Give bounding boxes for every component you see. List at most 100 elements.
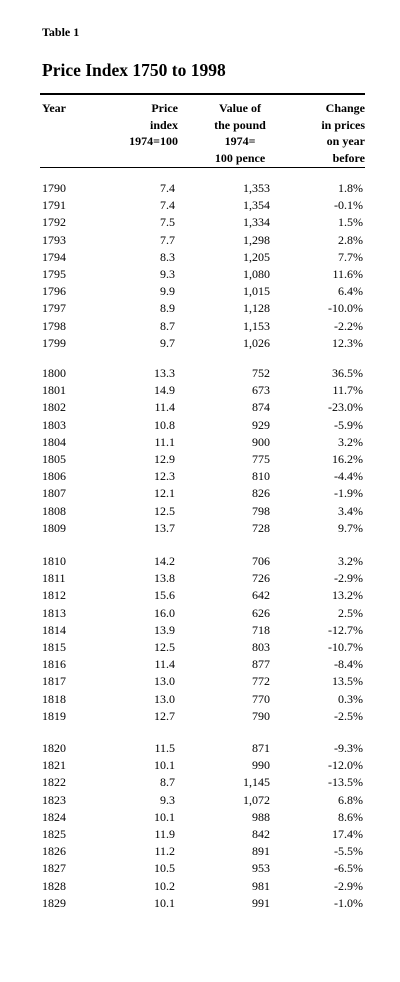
price-index-cell: 7.5 [160,215,175,230]
year-cell: 1790 [42,181,66,195]
price-change-cell: -9.3% [334,741,363,755]
price-index-cell: 13.3 [154,366,175,380]
price-index-cell: 8.9 [160,301,175,316]
pound-value-cell: 626 [252,605,270,620]
table-row: 1801 14.9 673 11.7% [0,382,400,399]
price-change-cell: 7.7% [338,249,363,264]
price-change-cell: 17.4% [332,826,363,841]
table-row: 1825 11.9 842 17.4% [0,826,400,843]
table-row: 1828 10.2 981 -2.9% [0,878,400,895]
column-header-year-line: Year [42,101,66,115]
pound-value-cell: 798 [252,503,270,518]
year-cell: 1818 [42,691,66,706]
pound-value-cell: 1,353 [243,181,270,195]
table-row: 1798 8.7 1,153 -2.2% [0,318,400,335]
pound-value-cell: 826 [252,486,270,501]
year-cell: 1795 [42,266,66,281]
year-cell: 1797 [42,301,66,316]
table-row: 1813 16.0 626 2.5% [0,605,400,622]
price-change-cell: 12.3% [332,335,363,350]
price-index-cell: 12.3 [154,469,175,484]
table-row: 1819 12.7 790 -2.5% [0,708,400,725]
pound-value-cell: 891 [252,844,270,859]
price-change-cell: 13.5% [332,674,363,689]
price-change-cell: -1.9% [334,486,363,501]
year-cell: 1825 [42,826,66,841]
year-cell: 1828 [42,878,66,893]
price-change-cell: 3.2% [338,434,363,449]
pound-value-cell: 772 [252,674,270,689]
year-cell: 1829 [42,895,66,910]
pound-value-cell: 1,298 [243,232,270,247]
column-header-value-of-pound-line: Value of [219,101,261,115]
column-header-change-in-prices-line: Change [325,101,365,115]
column-header-change-in-prices: Change in prices on year before [321,100,365,166]
price-index-cell: 11.1 [154,434,175,449]
pound-value-cell: 953 [252,861,270,876]
year-cell: 1801 [42,383,66,398]
price-change-cell: 3.2% [338,554,363,568]
price-index-cell: 8.7 [160,318,175,333]
price-change-cell: 2.5% [338,605,363,620]
year-cell: 1810 [42,554,66,568]
price-index-cell: 10.2 [154,878,175,893]
pound-value-cell: 991 [252,895,270,910]
header-bottom-rule [40,167,365,168]
pound-value-cell: 706 [252,554,270,568]
column-header-price-index-line: Price [151,101,178,115]
table-row: 1823 9.3 1,072 6.8% [0,792,400,809]
year-cell: 1821 [42,758,66,773]
price-change-cell: 9.7% [338,520,363,535]
year-cell: 1822 [42,775,66,790]
price-change-cell: -8.4% [334,657,363,672]
year-cell: 1807 [42,486,66,501]
pound-value-cell: 1,128 [243,301,270,316]
price-change-cell: -1.0% [334,895,363,910]
price-change-cell: -4.4% [334,469,363,484]
pound-value-cell: 1,026 [243,335,270,350]
table-row: 1821 10.1 990 -12.0% [0,757,400,774]
price-index-cell: 11.4 [154,657,175,672]
price-index-cell: 12.1 [154,486,175,501]
table-row: 1814 13.9 718 -12.7% [0,622,400,639]
year-cell: 1815 [42,639,66,654]
pound-value-cell: 1,205 [243,249,270,264]
price-change-cell: -6.5% [334,861,363,876]
pound-value-cell: 1,334 [243,215,270,230]
year-cell: 1792 [42,215,66,230]
year-cell: 1793 [42,232,66,247]
price-change-cell: 16.2% [332,451,363,466]
pound-value-cell: 981 [252,878,270,893]
year-cell: 1804 [42,434,66,449]
price-change-cell: -12.0% [328,758,363,773]
price-index-cell: 7.4 [160,198,175,213]
price-index-cell: 15.6 [154,588,175,603]
pound-value-cell: 874 [252,400,270,415]
column-header-price-index-line: index [149,117,178,132]
pound-value-cell: 673 [252,383,270,398]
price-index-cell: 11.9 [154,826,175,841]
year-cell: 1803 [42,417,66,432]
year-cell: 1809 [42,520,66,535]
price-change-cell: -10.0% [328,301,363,316]
pound-value-cell: 1,015 [243,284,270,299]
table-row: 1817 13.0 772 13.5% [0,673,400,690]
year-cell: 1819 [42,708,66,723]
price-change-cell: -5.9% [334,417,363,432]
price-change-cell: -2.2% [334,318,363,333]
year-cell: 1820 [42,741,66,755]
year-cell: 1805 [42,451,66,466]
price-index-cell: 7.4 [160,181,175,195]
table-row: 1809 13.7 728 9.7% [0,520,400,537]
table-row: 1791 7.4 1,354 -0.1% [0,197,400,214]
year-cell: 1800 [42,366,66,380]
year-cell: 1812 [42,588,66,603]
table-row: 1822 8.7 1,145 -13.5% [0,774,400,791]
price-change-cell: 1.5% [338,215,363,230]
price-index-cell: 11.2 [154,844,175,859]
price-change-cell: -23.0% [328,400,363,415]
column-header-year: Year [42,100,66,117]
price-index-cell: 10.5 [154,861,175,876]
year-cell: 1827 [42,861,66,876]
